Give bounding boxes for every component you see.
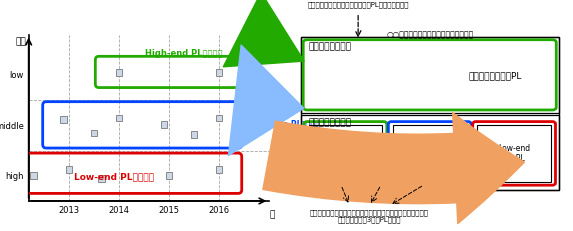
Text: 年: 年 <box>269 210 274 219</box>
Text: ○○製品群リファレンスアーキテクチャ: ○○製品群リファレンスアーキテクチャ <box>386 30 473 40</box>
Text: プラットフォーム: プラットフォーム <box>308 118 351 127</box>
Text: アプリケーション: アプリケーション <box>308 43 351 52</box>
FancyBboxPatch shape <box>65 167 72 173</box>
Text: アプリケーションPL: アプリケーションPL <box>469 71 523 80</box>
Text: Low-end
PF-PL: Low-end PF-PL <box>498 144 530 163</box>
Text: アーキテクチャに従って，複数のPLを階層的に構築: アーキテクチャに従って，複数のPLを階層的に構築 <box>307 1 409 8</box>
FancyBboxPatch shape <box>161 121 167 128</box>
FancyBboxPatch shape <box>30 173 37 179</box>
FancyBboxPatch shape <box>216 69 222 76</box>
FancyBboxPatch shape <box>116 115 122 121</box>
Text: Low-end PLスコープ: Low-end PLスコープ <box>74 172 154 181</box>
FancyBboxPatch shape <box>166 173 172 179</box>
FancyBboxPatch shape <box>116 69 122 76</box>
FancyBboxPatch shape <box>191 131 197 138</box>
FancyBboxPatch shape <box>216 115 222 121</box>
Text: High-end
PF-PL: High-end PF-PL <box>328 144 363 163</box>
Text: High-end PLスコープ: High-end PLスコープ <box>146 49 223 58</box>
Text: 製品: 製品 <box>15 37 26 46</box>
FancyBboxPatch shape <box>216 167 222 173</box>
Text: Mid-range PLスコープ: Mid-range PLスコープ <box>244 120 320 129</box>
FancyBboxPatch shape <box>61 116 67 123</box>
Text: 製品群としてのスコープではなく、製品群プラットフォームの
スコープとしの3つのPLを定義: 製品群としてのスコープではなく、製品群プラットフォームの スコープとしの3つのP… <box>310 209 429 223</box>
FancyBboxPatch shape <box>98 175 105 182</box>
Text: Mid-range
PF-PL: Mid-range PF-PL <box>410 144 449 163</box>
FancyBboxPatch shape <box>91 130 97 136</box>
